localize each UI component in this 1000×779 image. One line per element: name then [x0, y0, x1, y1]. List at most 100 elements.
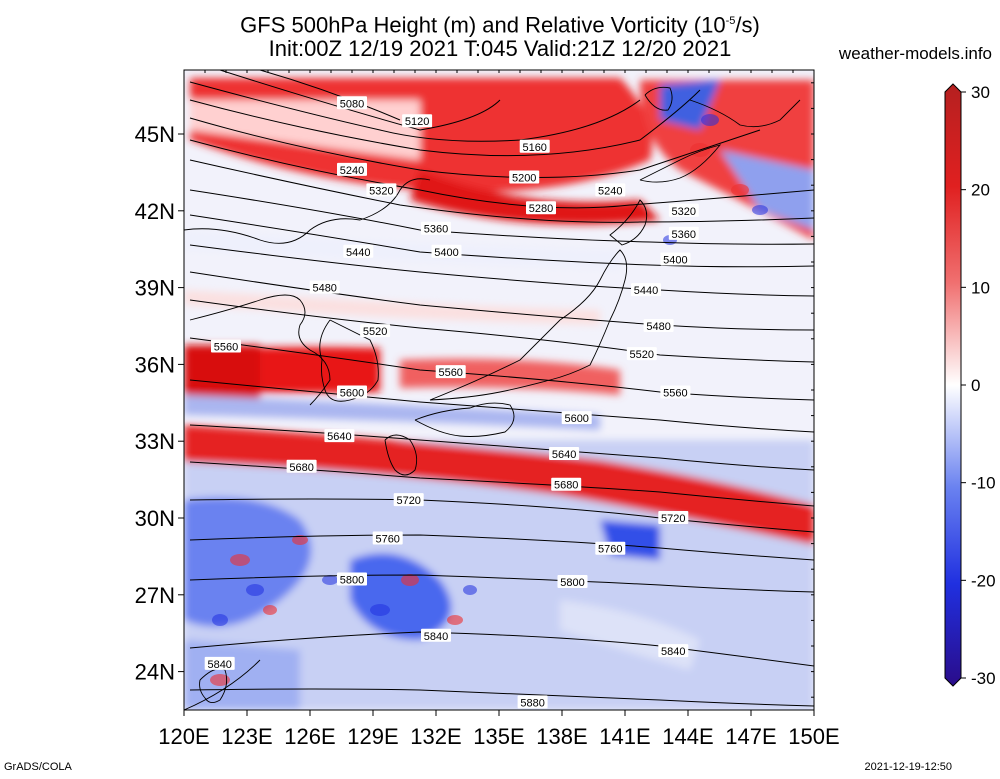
- svg-text:5480: 5480: [312, 283, 336, 295]
- site-watermark: weather-models.info: [838, 44, 992, 63]
- svg-text:5080: 5080: [340, 98, 364, 110]
- lon-label: 147E: [725, 724, 776, 749]
- contour-label: 5120: [402, 114, 433, 128]
- svg-text:5880: 5880: [520, 697, 544, 709]
- chart-title-line1: GFS 500hPa Height (m) and Relative Vorti…: [130, 8, 870, 38]
- contour-label: 5840: [421, 628, 451, 643]
- lat-label: 36N: [135, 352, 175, 377]
- svg-text:5840: 5840: [661, 646, 685, 658]
- lat-label: 27N: [135, 583, 175, 608]
- lon-label: 138E: [536, 724, 587, 749]
- svg-text:5760: 5760: [598, 544, 622, 556]
- lat-label: 24N: [135, 660, 175, 685]
- colorbar-label: 10: [971, 278, 990, 297]
- contour-label: 5560: [435, 365, 466, 379]
- svg-text:5600: 5600: [340, 388, 364, 400]
- svg-text:5200: 5200: [512, 173, 536, 185]
- contour-label: 5440: [343, 244, 374, 259]
- contour-label: 5440: [631, 283, 661, 297]
- lon-label: 135E: [473, 724, 524, 749]
- lat-label: 39N: [135, 276, 175, 301]
- svg-text:5760: 5760: [375, 533, 399, 545]
- contour-label: 5680: [286, 459, 317, 474]
- svg-text:5320: 5320: [672, 206, 696, 218]
- svg-text:5680: 5680: [554, 480, 578, 492]
- contour-label: 5240: [337, 162, 367, 177]
- contour-label: 5840: [658, 644, 689, 658]
- colorbar-label: -30: [971, 669, 996, 688]
- contour-label: 5200: [509, 170, 540, 185]
- contour-label: 5480: [309, 280, 340, 295]
- colorbar-label: 0: [971, 376, 980, 395]
- contour-label: 5800: [557, 575, 588, 589]
- contour-label: 5560: [660, 385, 691, 400]
- svg-text:5800: 5800: [340, 574, 364, 586]
- svg-text:5440: 5440: [346, 247, 370, 259]
- contour-label: 5080: [337, 96, 367, 110]
- contour-label: 5800: [337, 572, 367, 586]
- svg-text:5680: 5680: [289, 462, 313, 474]
- contour-label: 5840: [204, 656, 235, 671]
- contour-label: 5640: [324, 429, 355, 443]
- svg-text:5160: 5160: [522, 142, 546, 154]
- svg-text:5640: 5640: [552, 449, 576, 461]
- svg-text:5640: 5640: [327, 431, 351, 443]
- svg-text:5520: 5520: [363, 326, 387, 338]
- svg-text:5600: 5600: [564, 413, 588, 425]
- contour-label: 5400: [431, 244, 462, 259]
- svg-text:5400: 5400: [434, 247, 458, 259]
- title-superscript: -5: [725, 15, 736, 27]
- contour-label: 5760: [595, 541, 626, 556]
- contour-label: 5320: [668, 203, 699, 218]
- chart-title-line2: Init:00Z 12/19 2021 T:045 Valid:21Z 12/2…: [268, 36, 732, 61]
- lat-label: 30N: [135, 506, 175, 531]
- contour-label: 5880: [517, 695, 548, 709]
- footer-timestamp: 2021-12-19-12:50: [864, 761, 952, 773]
- svg-text:5840: 5840: [424, 631, 448, 643]
- contour-label: 5760: [372, 531, 403, 545]
- svg-text:5720: 5720: [661, 513, 685, 525]
- lon-label: 144E: [662, 724, 713, 749]
- contour-label: 5680: [551, 477, 582, 492]
- contour-label: 5360: [668, 226, 699, 241]
- svg-text:5320: 5320: [369, 185, 393, 197]
- contour-label: 5720: [393, 493, 424, 507]
- svg-text:5800: 5800: [560, 577, 584, 589]
- contour-label: 5560: [211, 339, 241, 353]
- lon-label: 129E: [347, 724, 398, 749]
- colorbar-label: 30: [971, 83, 990, 102]
- height-contours: [189, 70, 814, 707]
- colorbar: 30 20 10 0 -10 -20 -30: [944, 83, 996, 688]
- lon-label: 120E: [158, 724, 209, 749]
- colorbar-label: 20: [971, 181, 990, 200]
- svg-text:5560: 5560: [214, 341, 238, 353]
- svg-text:5120: 5120: [405, 116, 429, 128]
- lon-label: 150E: [788, 724, 839, 749]
- contour-label: 5360: [421, 221, 451, 236]
- svg-text:5480: 5480: [646, 321, 670, 333]
- contour-label: 5600: [561, 411, 592, 425]
- lat-label: 33N: [135, 429, 175, 454]
- footer-credit: GrADS/COLA: [4, 761, 72, 773]
- contour-label: 5720: [658, 511, 689, 525]
- contour-label: 5400: [660, 252, 691, 266]
- contour-label: 5160: [519, 139, 550, 154]
- svg-text:5400: 5400: [663, 254, 687, 266]
- lat-label: 42N: [135, 199, 175, 224]
- title-units: /s): [735, 12, 760, 38]
- colorbar-label: -20: [971, 571, 996, 590]
- lon-label: 132E: [410, 724, 461, 749]
- contour-label: 5320: [366, 183, 397, 197]
- contour-label: 5520: [360, 324, 391, 338]
- svg-text:5240: 5240: [598, 185, 622, 197]
- svg-text:5720: 5720: [396, 495, 420, 507]
- svg-text:5280: 5280: [529, 203, 553, 215]
- contour-label: 5280: [526, 201, 556, 215]
- vorticity-field: 5080 5120 5160 5200 5240 5240 5280 5320 5320 5360…: [184, 70, 814, 710]
- svg-text:5360: 5360: [672, 229, 696, 241]
- svg-text:5360: 5360: [424, 224, 448, 236]
- lat-label: 45N: [135, 122, 175, 147]
- contour-label: 5520: [626, 347, 657, 361]
- svg-text:5520: 5520: [630, 349, 654, 361]
